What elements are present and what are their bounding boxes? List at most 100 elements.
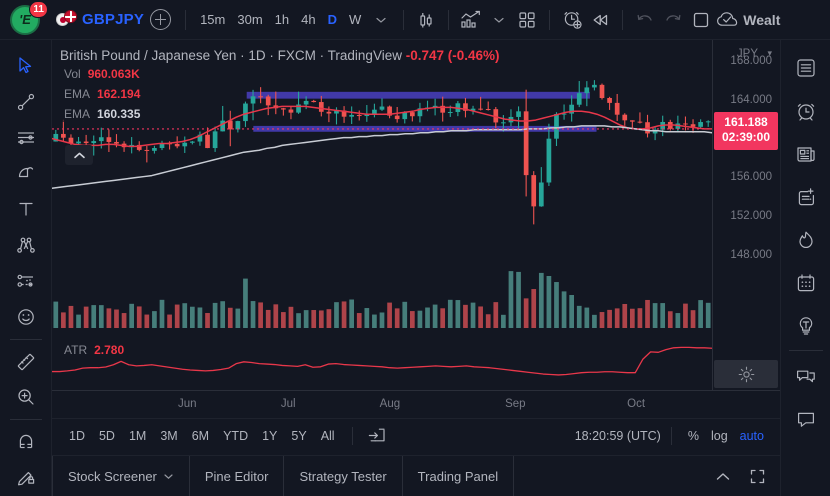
candle-body [265, 96, 271, 106]
price-scale[interactable]: JPY ▾ 168.000 164.000 156.000 152.000 148.00… [712, 40, 780, 390]
range-3m[interactable]: 3M [160, 428, 178, 443]
atr-plot[interactable] [52, 335, 712, 390]
volume-bar [265, 309, 271, 328]
volume-bar [296, 313, 301, 328]
candle-body [379, 106, 385, 110]
volume-bar [220, 301, 226, 328]
range-6m[interactable]: 6M [191, 428, 210, 443]
volume-bar [576, 305, 582, 328]
range-1y[interactable]: 1Y [262, 428, 278, 443]
timeframe-d[interactable]: D [327, 12, 337, 27]
price-plot[interactable] [52, 40, 712, 333]
trend-line-tool[interactable] [7, 84, 45, 120]
candle-body [432, 105, 438, 108]
tab-pine-editor[interactable]: Pine Editor [190, 456, 285, 496]
lower-demand-zone[interactable] [253, 125, 597, 132]
timeframe-15m[interactable]: 15m [200, 12, 226, 27]
current-price-badge[interactable]: 161.188 02:39:00 [714, 111, 778, 150]
prediction-tool[interactable] [7, 263, 45, 299]
session-clock[interactable]: 18:20:59 (UTC) [574, 428, 661, 443]
panel-collapse-button[interactable] [706, 456, 740, 496]
ideas-icon[interactable] [786, 304, 826, 347]
app-logo[interactable]: 'E 11 [10, 0, 48, 37]
indicators-dropdown-icon[interactable] [485, 6, 513, 34]
tab-trading-panel[interactable]: Trading Panel [403, 456, 515, 496]
chevron-down-icon[interactable] [367, 6, 395, 34]
timeframe-1h[interactable]: 1h [274, 12, 290, 27]
volume-bar [569, 295, 575, 328]
cloud-check-icon[interactable] [715, 6, 741, 34]
notes-icon[interactable] [786, 175, 826, 218]
timeframe-4h[interactable]: 4h [301, 12, 316, 27]
text-tool[interactable] [7, 191, 45, 227]
cursor-tool[interactable] [7, 48, 45, 84]
volume-bar [61, 312, 66, 328]
range-all[interactable]: All [320, 428, 335, 443]
range-5d[interactable]: 5D [98, 428, 115, 443]
chevron-down-icon[interactable]: ▾ [767, 48, 772, 58]
candle-body [61, 133, 66, 138]
horizontal-lines-tool[interactable] [7, 120, 45, 156]
magnet-tool[interactable] [7, 424, 45, 460]
indicators-icon[interactable] [457, 6, 485, 34]
candle-body [592, 84, 597, 88]
volume-bar [478, 306, 483, 328]
candle-body [538, 182, 544, 207]
log-scale-button[interactable]: log [710, 428, 728, 443]
volume-bar [402, 301, 408, 328]
replay-icon[interactable] [586, 6, 614, 34]
layouts-icon[interactable] [513, 6, 541, 34]
hotlist-icon[interactable] [786, 218, 826, 261]
range-1m[interactable]: 1M [128, 428, 147, 443]
lock-drawings-tool[interactable] [7, 460, 45, 496]
legend-collapse-button[interactable] [65, 145, 93, 165]
news-icon[interactable] [786, 132, 826, 175]
fullscreen-button[interactable] [740, 456, 774, 496]
goto-date-icon[interactable] [363, 422, 391, 450]
tab-stock-screener[interactable]: Stock Screener [52, 456, 190, 496]
upper-supply-zone[interactable] [246, 91, 590, 99]
candlestick-chart-type-icon[interactable] [412, 6, 440, 34]
redo-icon[interactable] [659, 6, 687, 34]
brush-tool[interactable] [7, 156, 45, 192]
undo-icon[interactable] [631, 6, 659, 34]
chart-settings-button[interactable] [714, 360, 778, 388]
zoom-in-tool[interactable] [7, 380, 45, 416]
auto-scale-button[interactable]: auto [739, 428, 764, 443]
symbol-name[interactable]: GBPJPY [82, 11, 145, 28]
range-1d[interactable]: 1D [69, 428, 85, 443]
candle-body [356, 114, 362, 117]
save-layout-icon[interactable] [687, 6, 715, 34]
volume-bar [493, 302, 499, 328]
volume-bar [463, 304, 468, 328]
patterns-tool[interactable] [7, 227, 45, 263]
timeframe-30m[interactable]: 30m [237, 12, 263, 27]
measure-tool[interactable] [7, 344, 45, 380]
watchlist-icon[interactable] [786, 46, 826, 89]
candle-body [440, 105, 446, 113]
candle-body [561, 113, 567, 115]
alert-icon[interactable] [558, 6, 586, 34]
range-5y[interactable]: 5Y [291, 428, 307, 443]
price-scale-currency[interactable]: JPY [736, 48, 758, 60]
tab-strategy-tester[interactable]: Strategy Tester [284, 456, 403, 496]
volume-bar [675, 313, 681, 328]
calendar-icon[interactable] [786, 261, 826, 304]
percent-scale-button[interactable]: % [687, 428, 699, 443]
notification-badge[interactable]: 11 [29, 0, 48, 18]
private-chat-icon[interactable] [786, 397, 826, 440]
public-chat-icon[interactable] [786, 354, 826, 397]
volume-bar [152, 311, 157, 328]
legend-row-atr[interactable]: ATR 2.780 [60, 342, 129, 358]
price-pane[interactable] [52, 40, 780, 333]
emoji-tool[interactable] [7, 299, 45, 335]
alerts-icon[interactable] [786, 89, 826, 132]
volume-bar [561, 291, 567, 328]
volume-bar [592, 314, 597, 328]
timeframe-w[interactable]: W [348, 12, 362, 27]
time-axis[interactable]: Jun Jul Aug Sep Oct [52, 390, 780, 420]
add-symbol-button[interactable] [150, 9, 172, 30]
account-label[interactable]: Wealt [743, 11, 781, 28]
range-ytd[interactable]: YTD [223, 428, 249, 443]
atr-pane[interactable]: ATR 2.780 [52, 335, 780, 390]
